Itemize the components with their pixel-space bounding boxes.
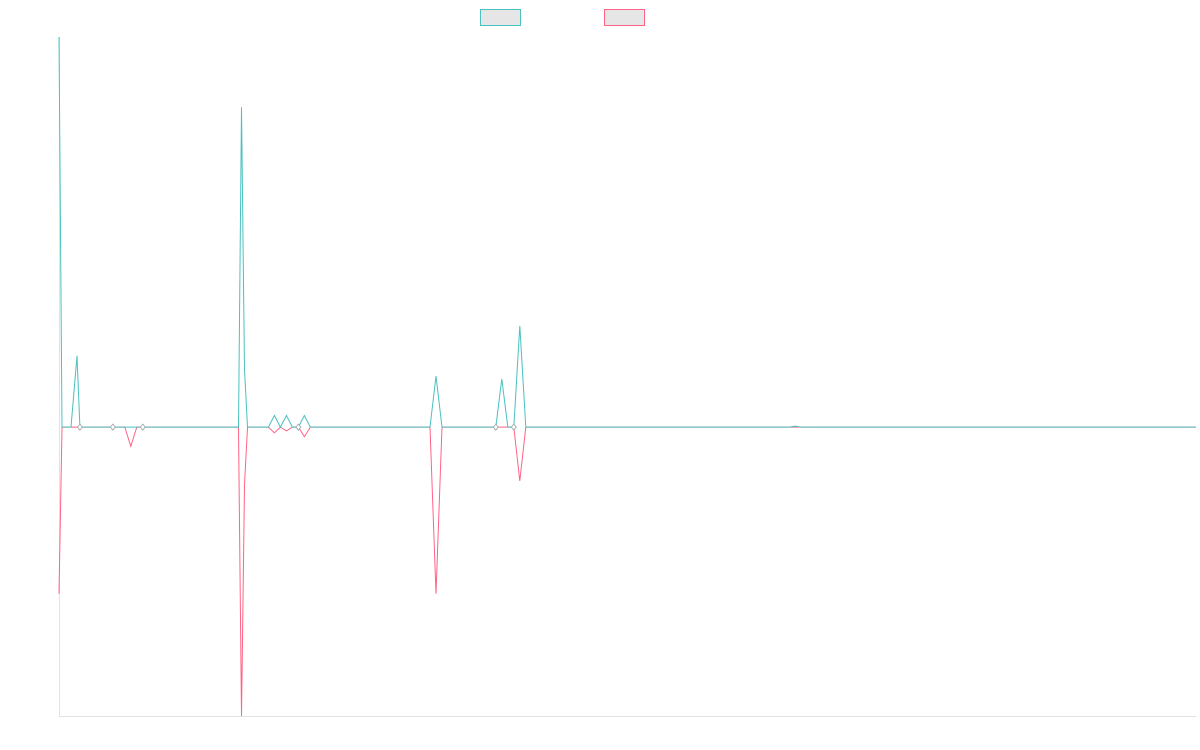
point-marker-5[interactable] (492, 423, 499, 431)
axes (59, 37, 1196, 717)
point-marker-1[interactable] (76, 423, 83, 431)
point-marker-2[interactable] (109, 423, 116, 431)
point-marker-3[interactable] (139, 423, 146, 431)
series-line-2 (58, 426, 1196, 717)
point-markers (76, 423, 517, 431)
legend-swatch-series-2[interactable] (604, 9, 645, 26)
series-lines (58, 36, 1196, 717)
legend (480, 9, 645, 26)
series-line-1 (58, 36, 1196, 429)
point-marker-6[interactable] (510, 423, 517, 431)
legend-swatch-series-1[interactable] (480, 9, 521, 26)
point-marker-4[interactable] (295, 423, 302, 431)
